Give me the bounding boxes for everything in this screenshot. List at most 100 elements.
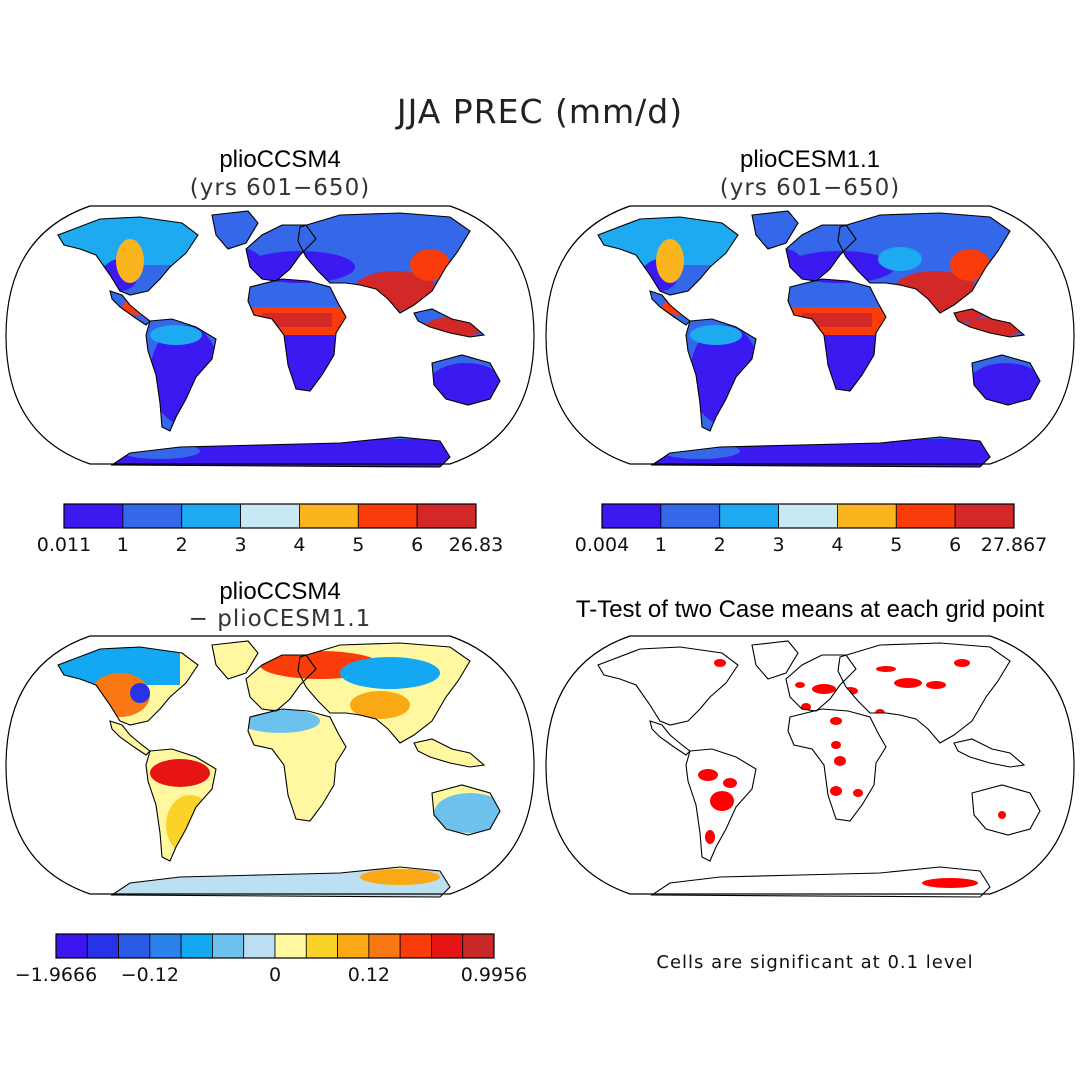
colorbar-swatch [212,933,245,959]
colorbar-label: −0.12 [120,964,179,986]
field-patch [130,683,150,703]
field-patch [690,325,742,345]
coastline-australia [431,784,501,836]
significant-cell [894,678,922,688]
panel2-title: plioCESM1.1 [739,146,881,173]
field-patch [150,325,202,345]
map-frame [5,635,535,895]
panel3-subtitle: − plioCESM1.1 [188,606,372,632]
colorbar-swatch [895,503,956,529]
coastline-seasia [953,308,1026,338]
significant-cell [795,682,805,688]
coastline-antarctica [650,436,991,468]
significant-cell [698,769,718,781]
field-wet [950,249,990,281]
colorbar-label: 5 [352,534,365,556]
coastline-europe [245,654,317,712]
coastline-camerica [109,720,151,756]
coastline-namerica [597,216,739,296]
significant-cell [830,786,842,796]
colorbar-label: 1 [654,534,667,556]
panel1-title: plioCCSM4 [219,146,341,173]
panel2-subtitle: (yrs 601−650) [719,175,901,201]
colorbar-swatch [462,933,495,959]
significant-cell [926,681,946,689]
map-frame [5,205,535,465]
colorbar-swatch [837,503,897,529]
panel3-map [5,635,535,898]
coastline-namerica [57,646,199,726]
field-wet [410,249,450,281]
significant-cell [853,789,863,797]
panel1-subtitle: (yrs 601−650) [189,175,371,201]
coastline-asia [837,212,1011,314]
field-wet [656,239,684,283]
field-monsoon [262,313,332,327]
colorbar-swatch [181,503,241,529]
significant-cell [830,717,842,725]
coastline-camerica [649,290,691,326]
colorbar-label: 4 [293,534,306,556]
coastline-antarctica [110,436,451,468]
colorbar-swatch [416,503,477,529]
colorbar-label: 0 [268,964,282,986]
colorbar-label: 27.867 [980,534,1048,556]
colorbar-swatch [240,503,300,529]
colorbar-label: 3 [234,534,247,556]
coastline-africa [787,278,887,392]
colorbar-label: 0.12 [347,964,390,986]
field-wet [116,239,144,283]
colorbar-swatch [180,933,213,959]
colorbar-label: 4 [831,534,844,556]
figure-title: JJA PREC (mm/d) [396,92,684,131]
panel1-map [5,205,535,468]
colorbar-label: 0.9956 [460,964,528,986]
panel3-title: plioCCSM4 [219,578,341,605]
significant-cell [812,684,836,694]
field-patch [878,247,922,271]
coastline-samerica [145,318,217,432]
significant-cell [998,811,1006,819]
colorbar-swatch [149,933,182,959]
colorbar-swatch [274,933,307,959]
colorbar-swatch [55,933,88,959]
colorbar-swatch [118,933,151,959]
colorbar-swatch [601,503,662,529]
panel2-map [545,205,1075,468]
coastline-seasia [413,738,486,768]
colorbar-label: −1.9666 [14,964,98,986]
coastline-camerica [649,720,691,756]
panel3-colorbar [55,933,495,959]
colorbar-swatch [399,933,432,959]
coastline-antarctica [650,866,991,898]
coastline-europe [785,654,857,712]
panel4-map [545,635,1075,898]
significant-cell [705,830,715,844]
field-dry [968,363,1040,407]
colorbar-label: 26.83 [448,534,504,556]
colorbar-label: 2 [713,534,726,556]
coastline-samerica [685,318,757,432]
significant-cell [831,741,841,749]
coastline-africa [247,708,347,822]
panel3-colorbar-labels: −1.9666 −0.12 0 0.12 0.9956 [15,964,527,990]
colorbar-label: 0.004 [574,534,630,556]
field-patch [840,215,1010,255]
colorbar-label: 3 [772,534,785,556]
significant-cell [723,778,737,788]
coastline-samerica [145,748,217,862]
field-monsoon [802,313,872,327]
panel2-colorbar [601,503,1015,529]
significant-cell [834,756,846,766]
significant-cell [710,791,734,811]
coastline-africa [247,278,347,392]
significant-cell [714,659,726,667]
coastline-australia [431,354,501,406]
coastline-seasia [953,738,1026,768]
field-dry [428,363,500,407]
colorbar-swatch [122,503,183,529]
coastline-namerica [57,216,199,296]
colorbar-frame [63,503,477,529]
colorbar-frame [601,503,1015,529]
field-patch [434,793,500,833]
